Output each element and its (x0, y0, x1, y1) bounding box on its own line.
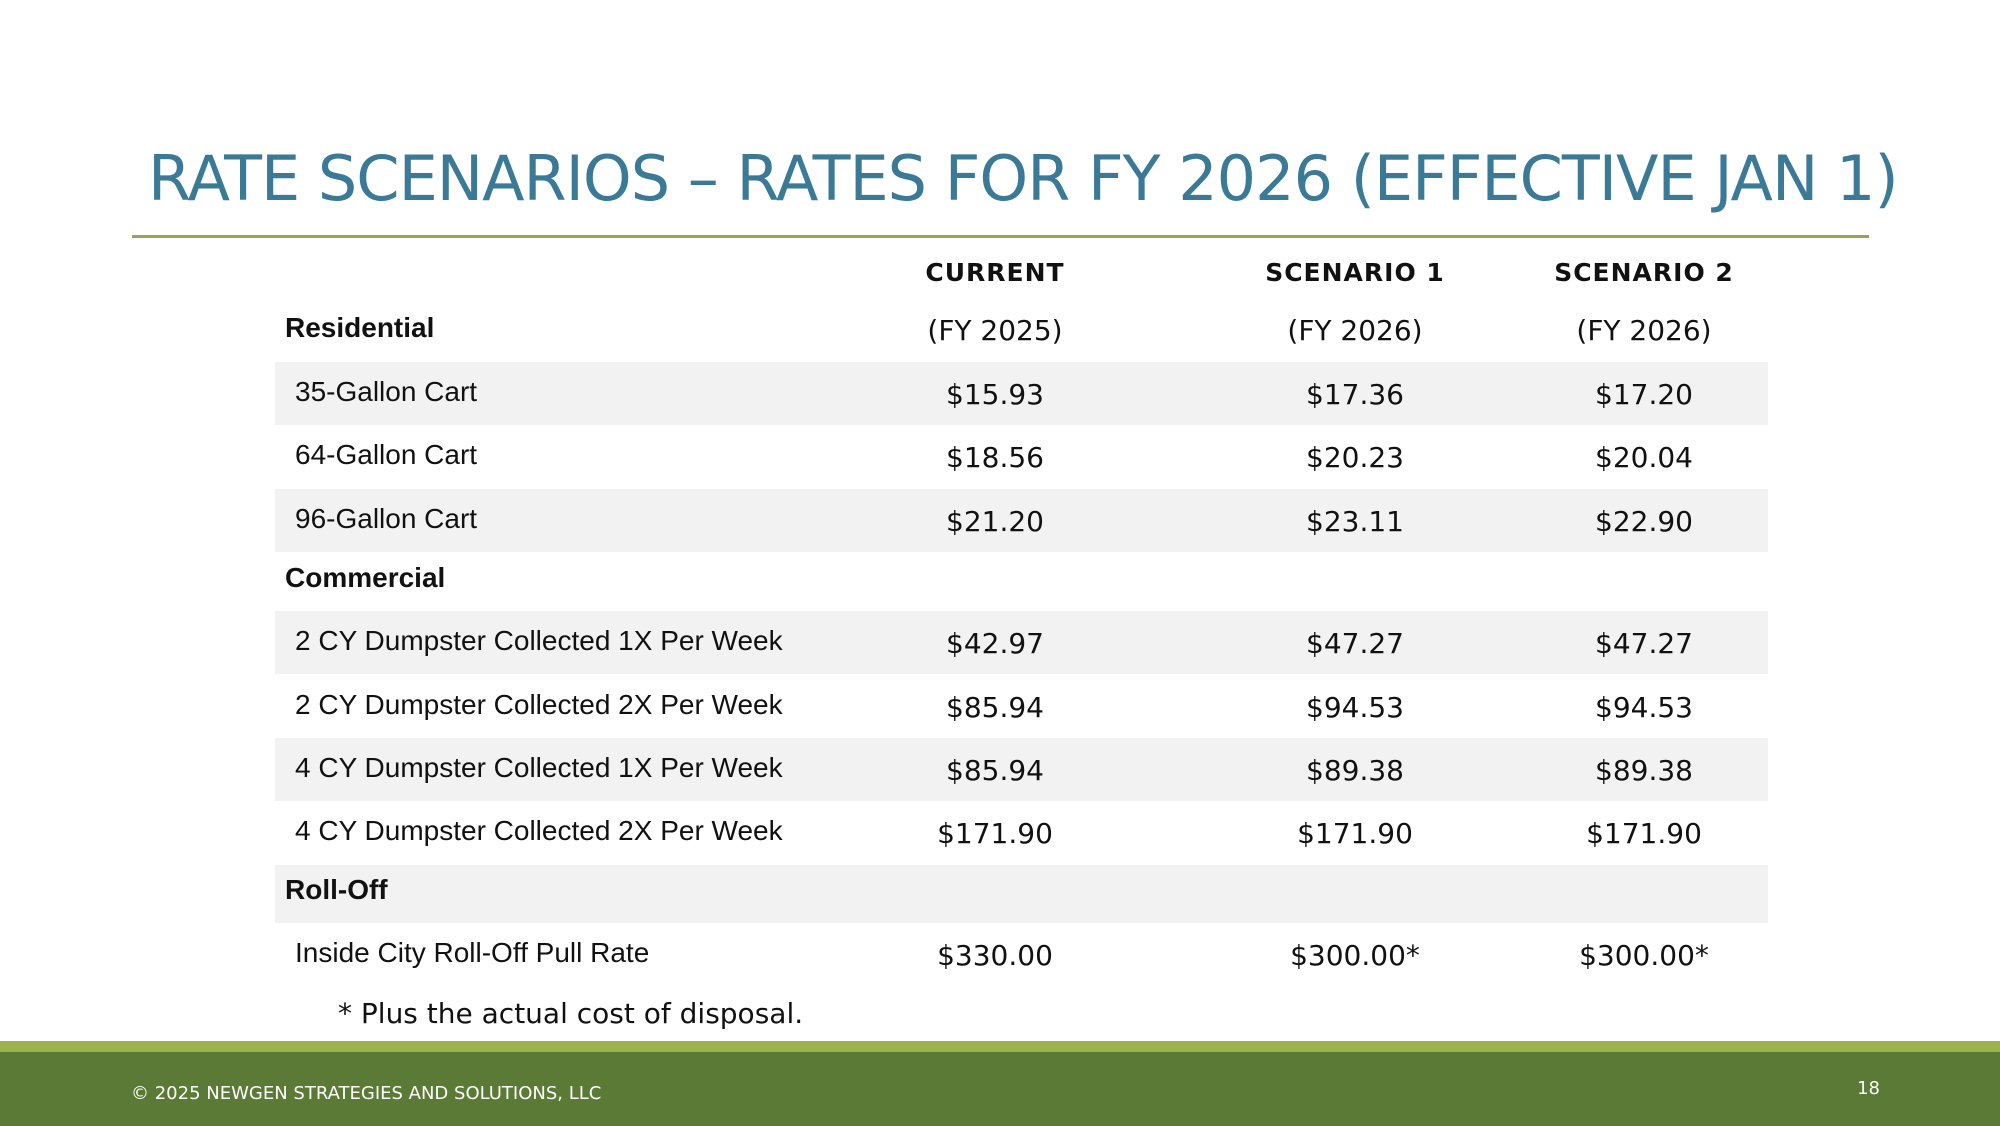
rate-scenario-2: $171.90 (1586, 817, 1702, 850)
rate-scenario-1: $20.23 (1306, 441, 1404, 474)
section-heading-commercial: Commercial (285, 562, 446, 593)
footer-band (0, 1052, 2000, 1126)
row-label: 4 CY Dumpster Collected 1X Per Week (295, 752, 783, 783)
slide-title: RATE SCENARIOS – RATES FOR FY 2026 (EFFE… (148, 142, 1899, 215)
rate-scenario-2: $300.00* (1579, 939, 1709, 972)
table-row: 4 CY Dumpster Collected 1X Per Week $85.… (275, 738, 1768, 801)
table-row: 2 CY Dumpster Collected 2X Per Week $85.… (275, 675, 1768, 738)
rate-current: $15.93 (946, 378, 1044, 411)
section-heading-residential: Residential (285, 312, 435, 343)
row-label: 4 CY Dumpster Collected 2X Per Week (295, 815, 783, 846)
rate-scenario-1: $94.53 (1306, 691, 1404, 724)
row-label: 2 CY Dumpster Collected 1X Per Week (295, 625, 783, 656)
table-row: 96-Gallon Cart $21.20 $23.11 $22.90 (275, 489, 1768, 552)
row-label: 96-Gallon Cart (295, 503, 478, 534)
rate-scenario-1: $171.90 (1297, 817, 1413, 850)
rate-scenario-2: $94.53 (1595, 691, 1693, 724)
rate-scenario-1: $23.11 (1306, 505, 1404, 538)
column-subheading-current: (FY 2025) (927, 314, 1063, 347)
rate-scenario-2: $22.90 (1595, 505, 1693, 538)
table-row: 64-Gallon Cart $18.56 $20.23 $20.04 (275, 425, 1768, 488)
row-label: 2 CY Dumpster Collected 2X Per Week (295, 689, 783, 720)
row-label: 35-Gallon Cart (295, 376, 478, 407)
footer-accent-stripe (0, 1041, 2000, 1052)
column-heading-scenario-2: SCENARIO 2 (1554, 258, 1734, 287)
rate-current: $85.94 (946, 691, 1044, 724)
column-subheading-scenario-2: (FY 2026) (1576, 314, 1712, 347)
rate-scenario-1: $300.00* (1290, 939, 1420, 972)
rate-current: $330.00 (937, 939, 1053, 972)
rate-scenario-2: $20.04 (1595, 441, 1693, 474)
rate-scenario-2: $47.27 (1595, 627, 1693, 660)
section-heading-rolloff: Roll-Off (285, 874, 388, 905)
rate-current: $85.94 (946, 754, 1044, 787)
title-divider (132, 235, 1869, 238)
rate-scenario-2: $17.20 (1595, 378, 1693, 411)
column-subheading-scenario-1: (FY 2026) (1287, 314, 1423, 347)
footnote: * Plus the actual cost of disposal. (338, 997, 804, 1030)
rate-scenario-1: $17.36 (1306, 378, 1404, 411)
rate-current: $21.20 (946, 505, 1044, 538)
table-row: 4 CY Dumpster Collected 2X Per Week $171… (275, 801, 1768, 864)
footer-copyright: © 2025 NEWGEN STRATEGIES AND SOLUTIONS, … (131, 1083, 602, 1104)
row-label: Inside City Roll-Off Pull Rate (295, 937, 650, 968)
rate-current: $42.97 (946, 627, 1044, 660)
rate-scenario-2: $89.38 (1595, 754, 1693, 787)
table-row: 2 CY Dumpster Collected 1X Per Week $42.… (275, 611, 1768, 674)
column-heading-current: CURRENT (925, 258, 1065, 287)
page-number: 18 (1857, 1078, 1880, 1099)
column-heading-scenario-1: SCENARIO 1 (1265, 258, 1445, 287)
row-label: 64-Gallon Cart (295, 439, 478, 470)
rate-current: $18.56 (946, 441, 1044, 474)
rate-scenario-1: $89.38 (1306, 754, 1404, 787)
table-row: 35-Gallon Cart $15.93 $17.36 $17.20 (275, 362, 1768, 425)
table-row: Inside City Roll-Off Pull Rate $330.00 $… (275, 923, 1768, 986)
section-band-rolloff (275, 865, 1768, 923)
rate-current: $171.90 (937, 817, 1053, 850)
rate-scenario-1: $47.27 (1306, 627, 1404, 660)
